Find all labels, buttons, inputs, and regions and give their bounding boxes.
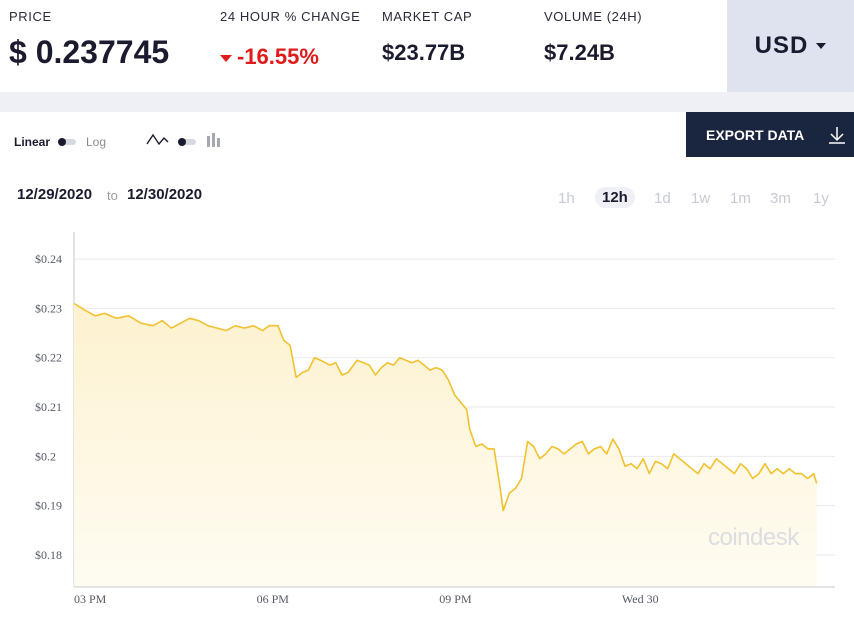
date-to-word: to bbox=[107, 188, 118, 203]
timeframe-1h[interactable]: 1h bbox=[558, 190, 575, 207]
timeframe-1d[interactable]: 1d bbox=[654, 190, 671, 207]
toggle-knob bbox=[178, 138, 186, 146]
y-tick-label: $0.19 bbox=[35, 499, 62, 513]
export-label: EXPORT DATA bbox=[706, 126, 805, 143]
bar-chart-icon[interactable] bbox=[206, 132, 222, 148]
volume-value: $7.24B bbox=[544, 40, 615, 65]
y-tick-label: $0.18 bbox=[35, 548, 62, 562]
area-fill bbox=[74, 303, 817, 587]
date-from: 12/29/2020 bbox=[17, 186, 93, 203]
y-tick-label: $0.21 bbox=[35, 400, 62, 414]
price-line bbox=[73, 302, 818, 512]
stats-bar: PRICE $ 0.237745 24 HOUR % CHANGE -16.55… bbox=[0, 0, 854, 92]
coindesk-watermark: coindesk bbox=[708, 524, 799, 551]
timeframe-1y[interactable]: 1y bbox=[813, 190, 829, 207]
x-tick-label: 03 PM bbox=[74, 592, 107, 606]
timeframe-1m[interactable]: 1m bbox=[730, 190, 751, 207]
scale-toggle[interactable] bbox=[58, 138, 76, 146]
log-label[interactable]: Log bbox=[86, 135, 107, 149]
marketcap-label: MARKET CAP bbox=[382, 9, 473, 24]
section-divider bbox=[0, 92, 854, 112]
linear-label[interactable]: Linear bbox=[14, 135, 51, 149]
y-tick-label: $0.23 bbox=[35, 301, 62, 315]
currency-label: USD bbox=[754, 32, 809, 59]
x-tick-label: Wed 30 bbox=[622, 592, 659, 606]
x-tick-label: 09 PM bbox=[439, 592, 472, 606]
y-tick-label: $0.22 bbox=[35, 351, 62, 365]
y-axis: $0.24 $0.23 $0.22 $0.21 $0.2 $0.19 $0.18 bbox=[35, 232, 75, 587]
change-value: -16.55% bbox=[237, 44, 319, 69]
export-data-button[interactable]: EXPORT DATA bbox=[686, 112, 854, 157]
price-area bbox=[73, 302, 818, 587]
volume-label: VOLUME (24H) bbox=[544, 9, 643, 24]
line-chart-icon[interactable] bbox=[146, 132, 170, 148]
timeframe-12h[interactable]: 12h bbox=[595, 187, 635, 208]
caret-down-icon bbox=[816, 43, 827, 49]
price-value: $ 0.237745 bbox=[9, 34, 170, 70]
change-value-wrap: -16.55% bbox=[220, 44, 319, 70]
chart-type-toggle[interactable] bbox=[178, 138, 196, 146]
download-icon bbox=[829, 126, 846, 144]
toggle-knob bbox=[58, 138, 66, 146]
marketcap-value: $23.77B bbox=[382, 40, 466, 65]
currency-dropdown[interactable]: USD bbox=[727, 0, 854, 92]
x-tick-label: 06 PM bbox=[257, 592, 290, 606]
timeframe-1w[interactable]: 1w bbox=[691, 190, 711, 207]
down-arrow-icon bbox=[220, 54, 232, 62]
timeframe-3m[interactable]: 3m bbox=[770, 190, 791, 207]
price-label: PRICE bbox=[9, 9, 52, 24]
y-tick-label: $0.2 bbox=[35, 449, 56, 463]
x-axis: 03 PM 06 PM 09 PM Wed 30 bbox=[74, 586, 835, 606]
date-to: 12/30/2020 bbox=[127, 186, 203, 203]
y-tick-label: $0.24 bbox=[35, 252, 62, 266]
change-label: 24 HOUR % CHANGE bbox=[220, 9, 361, 24]
